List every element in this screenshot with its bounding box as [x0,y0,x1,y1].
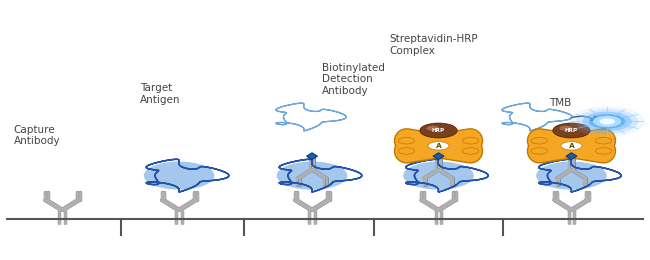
Circle shape [398,138,415,144]
Circle shape [428,142,449,150]
Circle shape [595,138,612,144]
Text: HRP: HRP [432,128,445,133]
Circle shape [403,161,474,190]
Circle shape [599,118,615,125]
Circle shape [560,126,573,131]
Text: TMB: TMB [549,99,571,108]
Text: HRP: HRP [565,128,578,133]
Circle shape [398,148,415,154]
Text: A: A [569,143,575,149]
Circle shape [589,114,625,129]
Circle shape [277,161,347,190]
Text: Biotinylated
Detection
Antibody: Biotinylated Detection Antibody [322,63,385,96]
Circle shape [420,123,457,138]
Circle shape [576,109,638,134]
Circle shape [561,142,582,150]
Circle shape [426,126,439,131]
Polygon shape [307,153,317,160]
Circle shape [531,138,547,144]
Circle shape [531,148,547,154]
Text: Target
Antigen: Target Antigen [140,83,181,105]
Circle shape [582,112,632,131]
Text: A: A [436,143,441,149]
Circle shape [595,148,612,154]
Circle shape [552,123,590,138]
Circle shape [462,148,479,154]
Text: Streptavidin-HRP
Complex: Streptavidin-HRP Complex [390,34,478,56]
Circle shape [144,161,214,190]
Circle shape [462,138,479,144]
Circle shape [569,106,645,136]
Polygon shape [566,153,577,160]
Circle shape [536,161,607,190]
Polygon shape [433,153,444,160]
Circle shape [593,116,621,127]
Text: Capture
Antibody: Capture Antibody [14,125,60,146]
